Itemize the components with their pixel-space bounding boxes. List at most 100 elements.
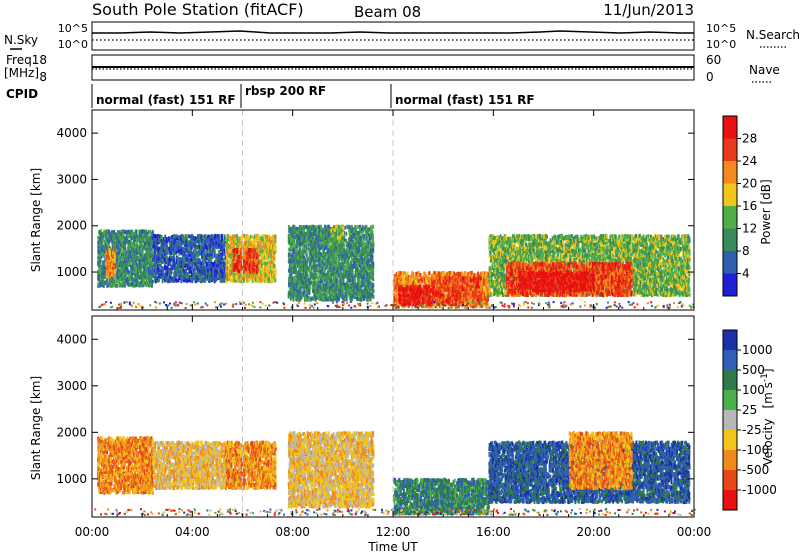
- echo-cell: [334, 242, 336, 246]
- echo-cell: [295, 268, 297, 272]
- echo-cell: [349, 225, 351, 229]
- echo-cell: [106, 259, 108, 263]
- echo-cell: [372, 268, 374, 272]
- noise-left-tick-top: 10^5: [58, 22, 88, 35]
- echo-cell: [169, 278, 171, 282]
- echo-cell: [176, 272, 178, 276]
- echo-cell: [352, 272, 354, 276]
- echo-cell: [189, 266, 191, 270]
- echo-cell: [216, 271, 218, 275]
- echo-cell: [106, 229, 108, 233]
- beam-label: Beam 08: [354, 3, 421, 21]
- date-label: 11/Jun/2013: [603, 1, 694, 19]
- echo-cell: [274, 264, 276, 268]
- echo-cell: [251, 235, 253, 239]
- echo-cell: [354, 279, 356, 283]
- echo-cell: [342, 232, 344, 236]
- echo-cell: [162, 270, 164, 274]
- echo-cell: [289, 252, 291, 256]
- noise-right-label: N.Search: [746, 28, 800, 42]
- echo-cell: [158, 278, 160, 282]
- nave-tick-bottom: 0: [706, 70, 714, 84]
- echo-cell: [372, 236, 374, 240]
- echo-cell: [132, 244, 134, 248]
- echo-cell: [344, 226, 346, 230]
- echo-cell: [315, 281, 317, 285]
- echo-cell: [257, 254, 259, 258]
- echo-cell: [345, 232, 347, 236]
- echo-cell: [353, 242, 355, 246]
- echo-cell: [306, 250, 308, 254]
- echo-cell: [307, 274, 309, 278]
- noise-panel: N.Sky 10^5 10^0 10^5 10^0 N.Search: [4, 22, 800, 51]
- cpid-segment-3: normal (fast) 151 RF: [395, 93, 535, 107]
- echo-cell: [182, 247, 184, 251]
- echo-cell: [219, 235, 221, 239]
- freq-tick-bottom: 8: [39, 70, 47, 84]
- cpid-segment-2: rbsp 200 RF: [245, 84, 326, 98]
- frequency-panel: Freq. [MHz] 18 8 60 0 Nave: [4, 53, 780, 84]
- echo-cell: [300, 242, 302, 246]
- echo-cell: [275, 235, 277, 239]
- echo-cell: [297, 256, 299, 260]
- echo-cell: [320, 252, 322, 256]
- echo-cell: [346, 297, 348, 301]
- echo-cell: [371, 230, 373, 234]
- echo-cell: [166, 243, 168, 247]
- echo-cell: [114, 265, 116, 269]
- echo-cell: [336, 225, 338, 229]
- echo-cell: [338, 297, 340, 301]
- cpid-label: CPID: [6, 87, 38, 101]
- nave-label: Nave: [749, 63, 780, 77]
- echo-cell: [223, 258, 225, 262]
- echo-cell: [313, 281, 315, 285]
- echo-cell: [124, 244, 126, 248]
- echo-cell: [221, 234, 223, 238]
- echo-cell: [158, 264, 160, 268]
- echo-cell: [166, 237, 168, 241]
- echo-cell: [103, 230, 105, 234]
- echo-cell: [102, 253, 104, 257]
- echo-cell: [176, 279, 178, 283]
- echo-cell: [247, 235, 249, 239]
- echo-cell: [185, 268, 187, 272]
- echo-cell: [187, 234, 189, 238]
- echo-cell: [118, 255, 120, 259]
- echo-cell: [316, 226, 318, 230]
- echo-cell: [230, 278, 232, 282]
- echo-cell: [372, 277, 374, 281]
- noise-right-tick-bottom: 10^0: [706, 38, 736, 51]
- echo-cell: [372, 262, 374, 266]
- echo-cell: [373, 289, 375, 293]
- nave-tick-top: 60: [706, 53, 721, 67]
- echo-cell: [221, 251, 223, 255]
- echo-cell: [340, 271, 342, 275]
- station-title: South Pole Station (fitACF): [92, 0, 304, 19]
- echo-cell: [342, 262, 344, 266]
- echo-cell: [152, 245, 154, 249]
- echo-cell: [126, 263, 128, 267]
- echo-cell: [113, 230, 115, 234]
- echo-cell: [224, 234, 226, 238]
- echo-cell: [373, 295, 375, 299]
- echo-cell: [187, 248, 189, 252]
- echo-cell: [168, 247, 170, 251]
- echo-cell: [221, 264, 223, 268]
- echo-cell: [343, 291, 345, 295]
- echo-cell: [366, 287, 368, 291]
- freq-label-bottom: [MHz]: [4, 66, 39, 80]
- echo-cell: [135, 230, 137, 234]
- echo-cell: [134, 243, 136, 247]
- noise-sky-trace: [92, 31, 694, 33]
- echo-cell: [114, 259, 116, 263]
- echo-cell: [342, 226, 344, 230]
- echo-cell: [177, 256, 179, 260]
- echo-cell: [205, 234, 207, 238]
- echo-cell: [233, 234, 235, 238]
- echo-cell: [268, 276, 270, 280]
- echo-cell: [151, 265, 153, 269]
- echo-cell: [342, 240, 344, 244]
- echo-cell: [309, 285, 311, 289]
- echo-cell: [257, 261, 259, 265]
